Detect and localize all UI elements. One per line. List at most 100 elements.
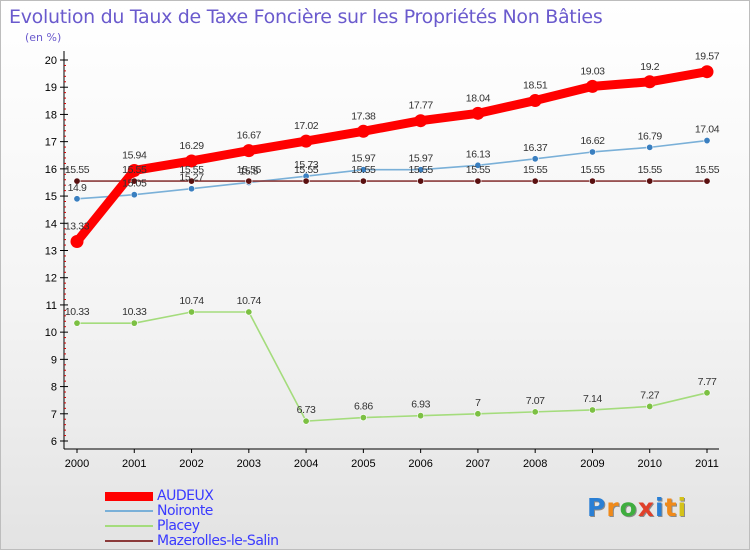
data-label: 10.74 (237, 295, 262, 307)
data-label: 15.55 (408, 164, 433, 176)
x-tick-label: 2003 (237, 458, 261, 470)
y-tick-label: 14 (45, 218, 57, 230)
data-label: 15.55 (351, 164, 376, 176)
logo-letter: o (619, 493, 638, 522)
data-point (130, 319, 138, 327)
axes: 6 7 8 9 10 11 12 13 14 15 16 17 18 19 20 2000 2001 2002 20… (45, 51, 719, 470)
data-label: 19.57 (695, 51, 720, 63)
data-label: 16.79 (638, 130, 663, 142)
data-point (73, 195, 81, 203)
legend-swatch-placey (105, 525, 153, 527)
data-point (417, 166, 425, 174)
data-point (359, 414, 367, 422)
data-point (588, 406, 596, 414)
data-point (531, 408, 539, 416)
legend-label-noironte: Noironte (157, 503, 213, 519)
data-point (359, 177, 367, 185)
legend-swatch-mazerolles (105, 540, 153, 542)
data-label: 7.27 (640, 389, 659, 401)
data-label: 19.03 (580, 65, 605, 77)
data-point (130, 191, 138, 199)
data-label: 15.97 (351, 153, 376, 165)
data-point (73, 319, 81, 327)
data-label: 15.55 (638, 164, 663, 176)
y-tick-label: 10 (45, 327, 57, 339)
data-label: 7.07 (526, 395, 545, 407)
legend-swatch-audeux (105, 492, 153, 501)
data-label: 15.55 (580, 164, 605, 176)
y-tick-label: 7 (51, 409, 57, 421)
data-label: 15.55 (237, 164, 262, 176)
series-labels: 10.33 10.33 10.74 10.74 6.73 6.86 6.93 7 7.07 7.1… (65, 51, 720, 416)
data-label: 17.02 (294, 120, 319, 132)
data-label: 17.77 (408, 100, 433, 112)
data-point (643, 75, 657, 89)
data-point (70, 235, 84, 249)
data-point (588, 148, 596, 156)
data-point (585, 79, 599, 93)
data-label: 16.13 (466, 148, 491, 160)
data-point (414, 114, 428, 128)
data-label: 16.37 (523, 142, 548, 154)
y-tick-label: 16 (45, 164, 57, 176)
data-point (531, 177, 539, 185)
data-label: 6.73 (297, 404, 316, 416)
data-label: 17.38 (351, 110, 376, 122)
data-point (302, 417, 310, 425)
data-point (646, 177, 654, 185)
y-tick-label: 17 (45, 137, 57, 149)
data-point (73, 177, 81, 185)
data-label: 18.04 (466, 92, 491, 104)
data-label: 16.67 (237, 130, 262, 142)
series-line-0 (72, 67, 712, 247)
y-tick-label: 11 (46, 300, 57, 312)
data-label: 19.2 (640, 61, 659, 73)
x-tick-label: 2008 (523, 458, 547, 470)
y-tick-label: 15 (45, 191, 57, 203)
data-point (356, 124, 370, 138)
data-point (242, 144, 256, 158)
y-tick-label: 19 (45, 82, 57, 94)
data-label: 16.29 (179, 140, 204, 152)
data-point (474, 161, 482, 169)
data-point (471, 106, 485, 120)
data-label: 6.86 (354, 401, 373, 413)
x-tick-label: 2004 (294, 458, 318, 470)
series-line-1 (76, 139, 708, 200)
data-label: 15.94 (122, 149, 147, 161)
logo-letter: t (664, 493, 678, 522)
series-markers (70, 65, 714, 425)
data-point (417, 412, 425, 420)
data-label: 14.9 (68, 182, 87, 194)
logo-letter: x (637, 493, 655, 522)
data-point (302, 177, 310, 185)
series-line-2 (76, 311, 708, 422)
y-axis-unit: (en %) (25, 31, 62, 44)
data-point (531, 155, 539, 163)
data-point (245, 177, 253, 185)
y-tick-label: 13 (45, 246, 57, 258)
series-lines (72, 67, 712, 422)
data-point (299, 134, 313, 148)
data-point (245, 308, 253, 316)
data-point (703, 137, 711, 145)
data-label: 7.77 (698, 376, 717, 388)
legend-swatch-noironte (105, 510, 153, 512)
y-tick-label: 20 (45, 55, 57, 67)
data-point (185, 154, 199, 168)
data-point (646, 402, 654, 410)
data-label: 15.55 (179, 164, 204, 176)
x-tick-label: 2000 (65, 458, 89, 470)
data-label: 16.62 (580, 135, 605, 147)
data-point (646, 143, 654, 151)
logo-letter: i (677, 493, 688, 522)
x-tick-label: 2006 (408, 458, 432, 470)
x-tick-label: 2005 (351, 458, 375, 470)
logo-letter: P (587, 493, 607, 522)
data-label: 15.97 (408, 153, 433, 165)
x-tick-label: 2011 (695, 458, 719, 470)
data-point (474, 177, 482, 185)
x-tick-label: 2002 (179, 458, 203, 470)
x-tick-label: 2001 (122, 458, 146, 470)
